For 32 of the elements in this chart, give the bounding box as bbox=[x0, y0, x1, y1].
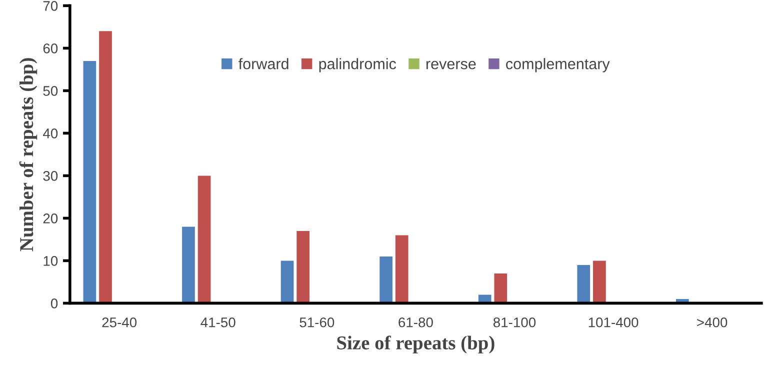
y-tick-label: 20 bbox=[43, 214, 58, 224]
x-tick-label: 101-400 bbox=[588, 317, 638, 328]
x-tick-label: 81-100 bbox=[493, 317, 536, 328]
y-tick-label: 30 bbox=[43, 171, 58, 181]
bar bbox=[280, 260, 294, 304]
y-tick-label: 50 bbox=[43, 86, 58, 96]
bar bbox=[99, 31, 112, 304]
legend-label: complementary bbox=[506, 58, 610, 72]
y-tick-label: 70 bbox=[43, 1, 58, 11]
bar bbox=[198, 176, 211, 304]
bar bbox=[296, 230, 310, 304]
bar bbox=[182, 226, 195, 304]
x-tick-label: 51-60 bbox=[300, 317, 334, 328]
legend-label: palindromic bbox=[319, 58, 396, 72]
legend-label: forward bbox=[238, 58, 288, 70]
legend-label: reverse bbox=[426, 60, 476, 70]
x-tick-label: 61-80 bbox=[398, 317, 433, 328]
bar bbox=[395, 235, 408, 304]
y-tick-label: 40 bbox=[42, 128, 58, 138]
y-tick-label: 0 bbox=[50, 298, 58, 308]
y-tick-label: 10 bbox=[44, 256, 58, 266]
bar bbox=[380, 256, 392, 304]
bar bbox=[494, 273, 508, 304]
bar bbox=[83, 60, 96, 304]
x-axis-title: Size of repeats (bp) bbox=[337, 336, 494, 354]
x-tick-label: 25-40 bbox=[102, 317, 137, 328]
y-axis-title: Number of repeats (bp) bbox=[19, 58, 38, 252]
bar bbox=[593, 260, 606, 304]
y-tick-label: 60 bbox=[43, 44, 58, 54]
x-tick-label: 41-50 bbox=[200, 317, 236, 328]
x-tick-label: >400 bbox=[697, 317, 728, 328]
bar bbox=[577, 264, 590, 304]
